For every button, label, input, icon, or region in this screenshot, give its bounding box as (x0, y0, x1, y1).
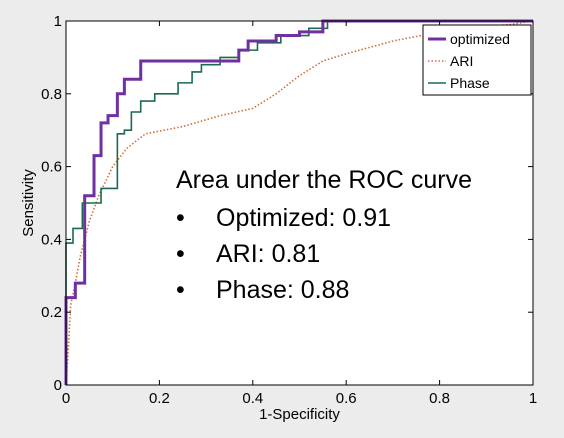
y-tick-label: 0 (54, 377, 62, 394)
y-tick-label: 1 (54, 13, 62, 30)
x-tick-label: 0.2 (149, 390, 170, 407)
annotation-item: ARI: 0.81 (216, 240, 320, 268)
x-tick-label: 0.8 (429, 390, 450, 407)
annotation: Area under the ROC curve • Optimized: 0.91… (176, 166, 472, 304)
legend-label-phase: Phase (450, 75, 490, 91)
annotation-bullet: • (176, 240, 185, 268)
series-line-ari (65, 20, 534, 386)
annotation-item: Phase: 0.88 (216, 276, 349, 304)
x-tick-label: 0.4 (242, 390, 263, 407)
x-axis-label: 1-Specificity (259, 406, 340, 423)
plot-frame (65, 20, 534, 386)
legend: optimized ARI Phase (422, 24, 532, 96)
annotation-item: Optimized: 0.91 (216, 204, 391, 232)
annotation-bullet: • (176, 276, 185, 304)
x-tick-label: 0.6 (336, 390, 357, 407)
series-line-optimized (64, 19, 533, 385)
y-tick-label: 0.4 (41, 231, 62, 248)
series-layer (64, 19, 534, 386)
y-tick-label: 0.8 (41, 86, 62, 103)
x-tick-label: 0 (62, 390, 70, 407)
annotation-bullet: • (176, 204, 185, 232)
y-tick-label: 0.2 (41, 304, 62, 321)
y-axis-label: Sensitivity (20, 169, 37, 237)
legend-label-optimized: optimized (450, 31, 510, 47)
y-tick-label: 0.6 (41, 159, 62, 176)
ticks-layer: 0 0.2 0.4 0.6 0.8 1 0 0.2 0.4 0.6 0.8 1 (41, 13, 537, 407)
annotation-title: Area under the ROC curve (176, 166, 472, 194)
series-line-phase (65, 20, 533, 385)
x-tick-label: 1 (529, 390, 537, 407)
legend-label-ari: ARI (450, 53, 473, 69)
